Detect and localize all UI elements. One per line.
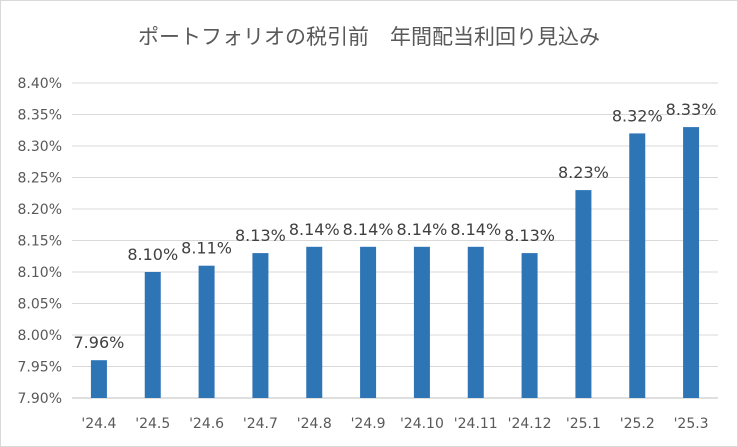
bars	[90, 127, 700, 398]
data-label: 8.10%	[127, 245, 178, 264]
x-tick-label: '25.1	[566, 416, 601, 432]
data-label: 8.23%	[558, 163, 609, 182]
y-tick-label: 8.30%	[18, 139, 62, 155]
bar	[413, 246, 430, 398]
data-labels: 7.96%8.10% 8.11%8.13% 8.14% 8.14% 8.14% 8.14%…	[74, 100, 717, 352]
data-label: 8.13%	[504, 226, 555, 245]
data-label: 8.13%	[235, 226, 286, 245]
bar	[144, 272, 161, 398]
y-tick-label: 8.05%	[18, 297, 62, 313]
x-tick-label: '24.6	[189, 416, 224, 432]
y-tick-label: 8.10%	[18, 265, 62, 281]
y-tick-label: 8.20%	[18, 202, 62, 218]
bar	[306, 246, 323, 398]
bar	[198, 265, 215, 398]
y-tick-label: 7.95%	[18, 360, 62, 376]
bar	[521, 253, 538, 398]
bar	[467, 246, 484, 398]
x-tick-label: '24.7	[243, 416, 278, 432]
data-label: 8.14%	[450, 220, 501, 239]
bar	[360, 246, 377, 398]
x-tick-label: '24.11	[454, 416, 498, 432]
x-tick-label: '24.12	[508, 416, 552, 432]
data-label: 8.33%	[666, 100, 717, 119]
x-axis-ticks: '24.4 '24.5 '24.6 '24.7 '24.8 '24.9 '24.10 '24.…	[81, 416, 708, 432]
data-label: 8.11%	[181, 239, 232, 258]
y-tick-label: 8.15%	[18, 234, 62, 250]
x-tick-label: '24.10	[400, 416, 444, 432]
x-tick-label: '25.3	[674, 416, 709, 432]
y-tick-label: 8.25%	[18, 171, 62, 187]
gridlines	[72, 82, 718, 399]
bar	[252, 253, 269, 398]
bar	[575, 190, 592, 398]
data-label: 8.14%	[343, 220, 394, 239]
data-label: 7.96%	[74, 333, 125, 352]
y-tick-label: 8.35%	[18, 108, 62, 124]
data-label: 8.32%	[612, 106, 663, 125]
y-axis-ticks: 7.90% 7.95% 8.00% 8.05% 8.10% 8.15% 8.20% 8.25%…	[18, 76, 62, 407]
y-tick-label: 8.00%	[18, 328, 62, 344]
y-tick-label: 8.40%	[18, 76, 62, 92]
chart-title: ポートフォリオの税引前 年間配当利回り見込み	[138, 25, 600, 49]
x-tick-label: '24.5	[135, 416, 170, 432]
data-label: 8.14%	[397, 220, 448, 239]
bar	[90, 360, 107, 398]
x-tick-label: '24.8	[297, 416, 332, 432]
bar	[683, 127, 700, 398]
data-label: 8.14%	[289, 220, 340, 239]
x-tick-label: '24.9	[351, 416, 386, 432]
x-tick-label: '24.4	[81, 416, 116, 432]
y-tick-label: 7.90%	[18, 391, 62, 407]
bar	[629, 133, 646, 398]
x-tick-label: '25.2	[620, 416, 655, 432]
